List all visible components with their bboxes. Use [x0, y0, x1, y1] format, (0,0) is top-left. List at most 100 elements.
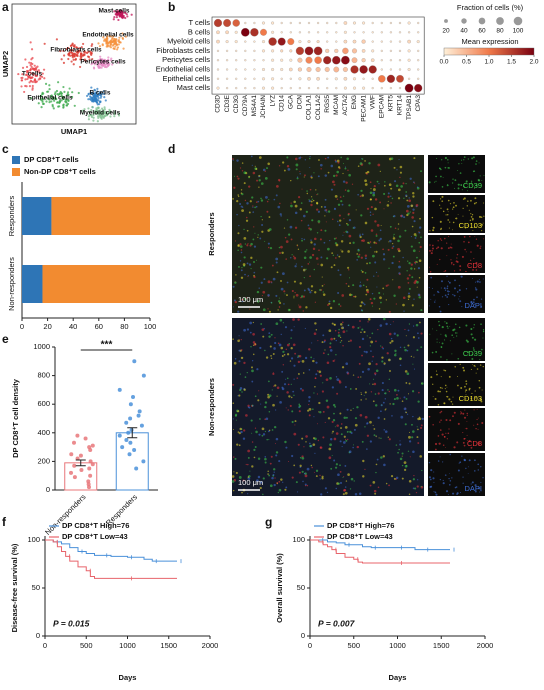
- speck: [369, 241, 372, 243]
- speck: [326, 257, 329, 260]
- speck: [347, 189, 350, 193]
- speck: [470, 263, 473, 265]
- speck: [268, 429, 271, 432]
- dot: [253, 49, 256, 53]
- speck: [434, 397, 437, 400]
- speck: [254, 427, 257, 429]
- x-tick-label: 1500: [433, 641, 450, 650]
- cell-point: [34, 80, 38, 84]
- speck: [330, 188, 334, 191]
- speck: [430, 276, 433, 279]
- size-legend-label: 20: [442, 28, 450, 35]
- cell-point: [63, 54, 66, 57]
- speck: [345, 181, 348, 184]
- speck: [310, 241, 313, 244]
- speck: [280, 245, 283, 249]
- speck: [268, 310, 271, 313]
- speck: [297, 360, 301, 364]
- speck: [461, 163, 463, 165]
- speck: [357, 255, 360, 258]
- data-point: [124, 420, 129, 425]
- speck: [305, 268, 307, 270]
- speck: [377, 163, 381, 167]
- cell-point: [62, 97, 65, 100]
- speck: [268, 410, 271, 413]
- speck: [320, 229, 323, 232]
- speck: [341, 294, 345, 297]
- speck: [462, 441, 465, 444]
- speck: [352, 446, 354, 449]
- speck: [388, 438, 391, 441]
- speck: [413, 281, 417, 284]
- cell-point: [82, 42, 85, 46]
- speck: [299, 282, 302, 285]
- cell-point: [88, 58, 91, 61]
- speck: [243, 328, 246, 332]
- data-point: [78, 453, 83, 458]
- cell-point: [97, 42, 100, 45]
- speck: [470, 251, 472, 253]
- cell-point: [115, 43, 118, 46]
- speck: [403, 346, 406, 349]
- speck: [401, 452, 404, 455]
- cell-point: [109, 35, 113, 38]
- speck: [473, 409, 475, 411]
- speck: [418, 391, 420, 394]
- bar-segment: [22, 197, 52, 235]
- cell-point: [75, 53, 78, 56]
- speck: [316, 202, 319, 205]
- speck: [277, 205, 281, 209]
- speck: [452, 396, 454, 398]
- speck: [408, 287, 411, 290]
- dot: [389, 59, 393, 62]
- speck: [412, 487, 415, 490]
- x-tick-label: 1500: [160, 641, 177, 650]
- channel-label: CD103: [459, 221, 482, 230]
- speck: [278, 297, 280, 299]
- speck: [430, 485, 433, 488]
- panel-label: c: [2, 142, 9, 156]
- speck: [240, 189, 243, 191]
- speck: [319, 478, 321, 480]
- speck: [299, 173, 301, 175]
- cell-point: [117, 18, 120, 22]
- speck: [481, 389, 483, 391]
- speck: [360, 269, 363, 272]
- cell-point: [97, 97, 100, 100]
- speck: [338, 214, 341, 217]
- speck: [350, 477, 354, 481]
- speck: [278, 165, 281, 167]
- dot: [398, 68, 402, 71]
- speck: [380, 456, 383, 459]
- speck: [314, 322, 317, 325]
- speck: [309, 444, 312, 448]
- speck: [418, 417, 422, 421]
- speck: [308, 289, 311, 292]
- speck: [404, 348, 407, 352]
- speck: [382, 347, 385, 350]
- speck: [385, 482, 388, 485]
- cell-point: [116, 12, 119, 15]
- dot: [417, 77, 420, 80]
- speck: [270, 455, 273, 458]
- speck: [445, 390, 448, 393]
- cell-point: [67, 57, 70, 61]
- speck: [383, 463, 386, 467]
- speck: [471, 182, 472, 183]
- speck: [431, 351, 434, 354]
- speck: [317, 340, 319, 342]
- speck: [293, 297, 295, 299]
- cell-point: [80, 58, 83, 61]
- speck: [476, 368, 479, 370]
- speck: [399, 357, 402, 360]
- speck: [290, 396, 293, 399]
- speck: [336, 254, 339, 256]
- speck: [470, 368, 472, 371]
- legend-label: DP CD8⁺T High=76: [62, 521, 129, 530]
- speck: [430, 252, 433, 255]
- speck: [316, 194, 318, 196]
- legend-label: DP CD8⁺T Low=43: [62, 532, 128, 541]
- dot: [326, 31, 329, 34]
- speck: [253, 245, 257, 248]
- speck: [312, 359, 315, 363]
